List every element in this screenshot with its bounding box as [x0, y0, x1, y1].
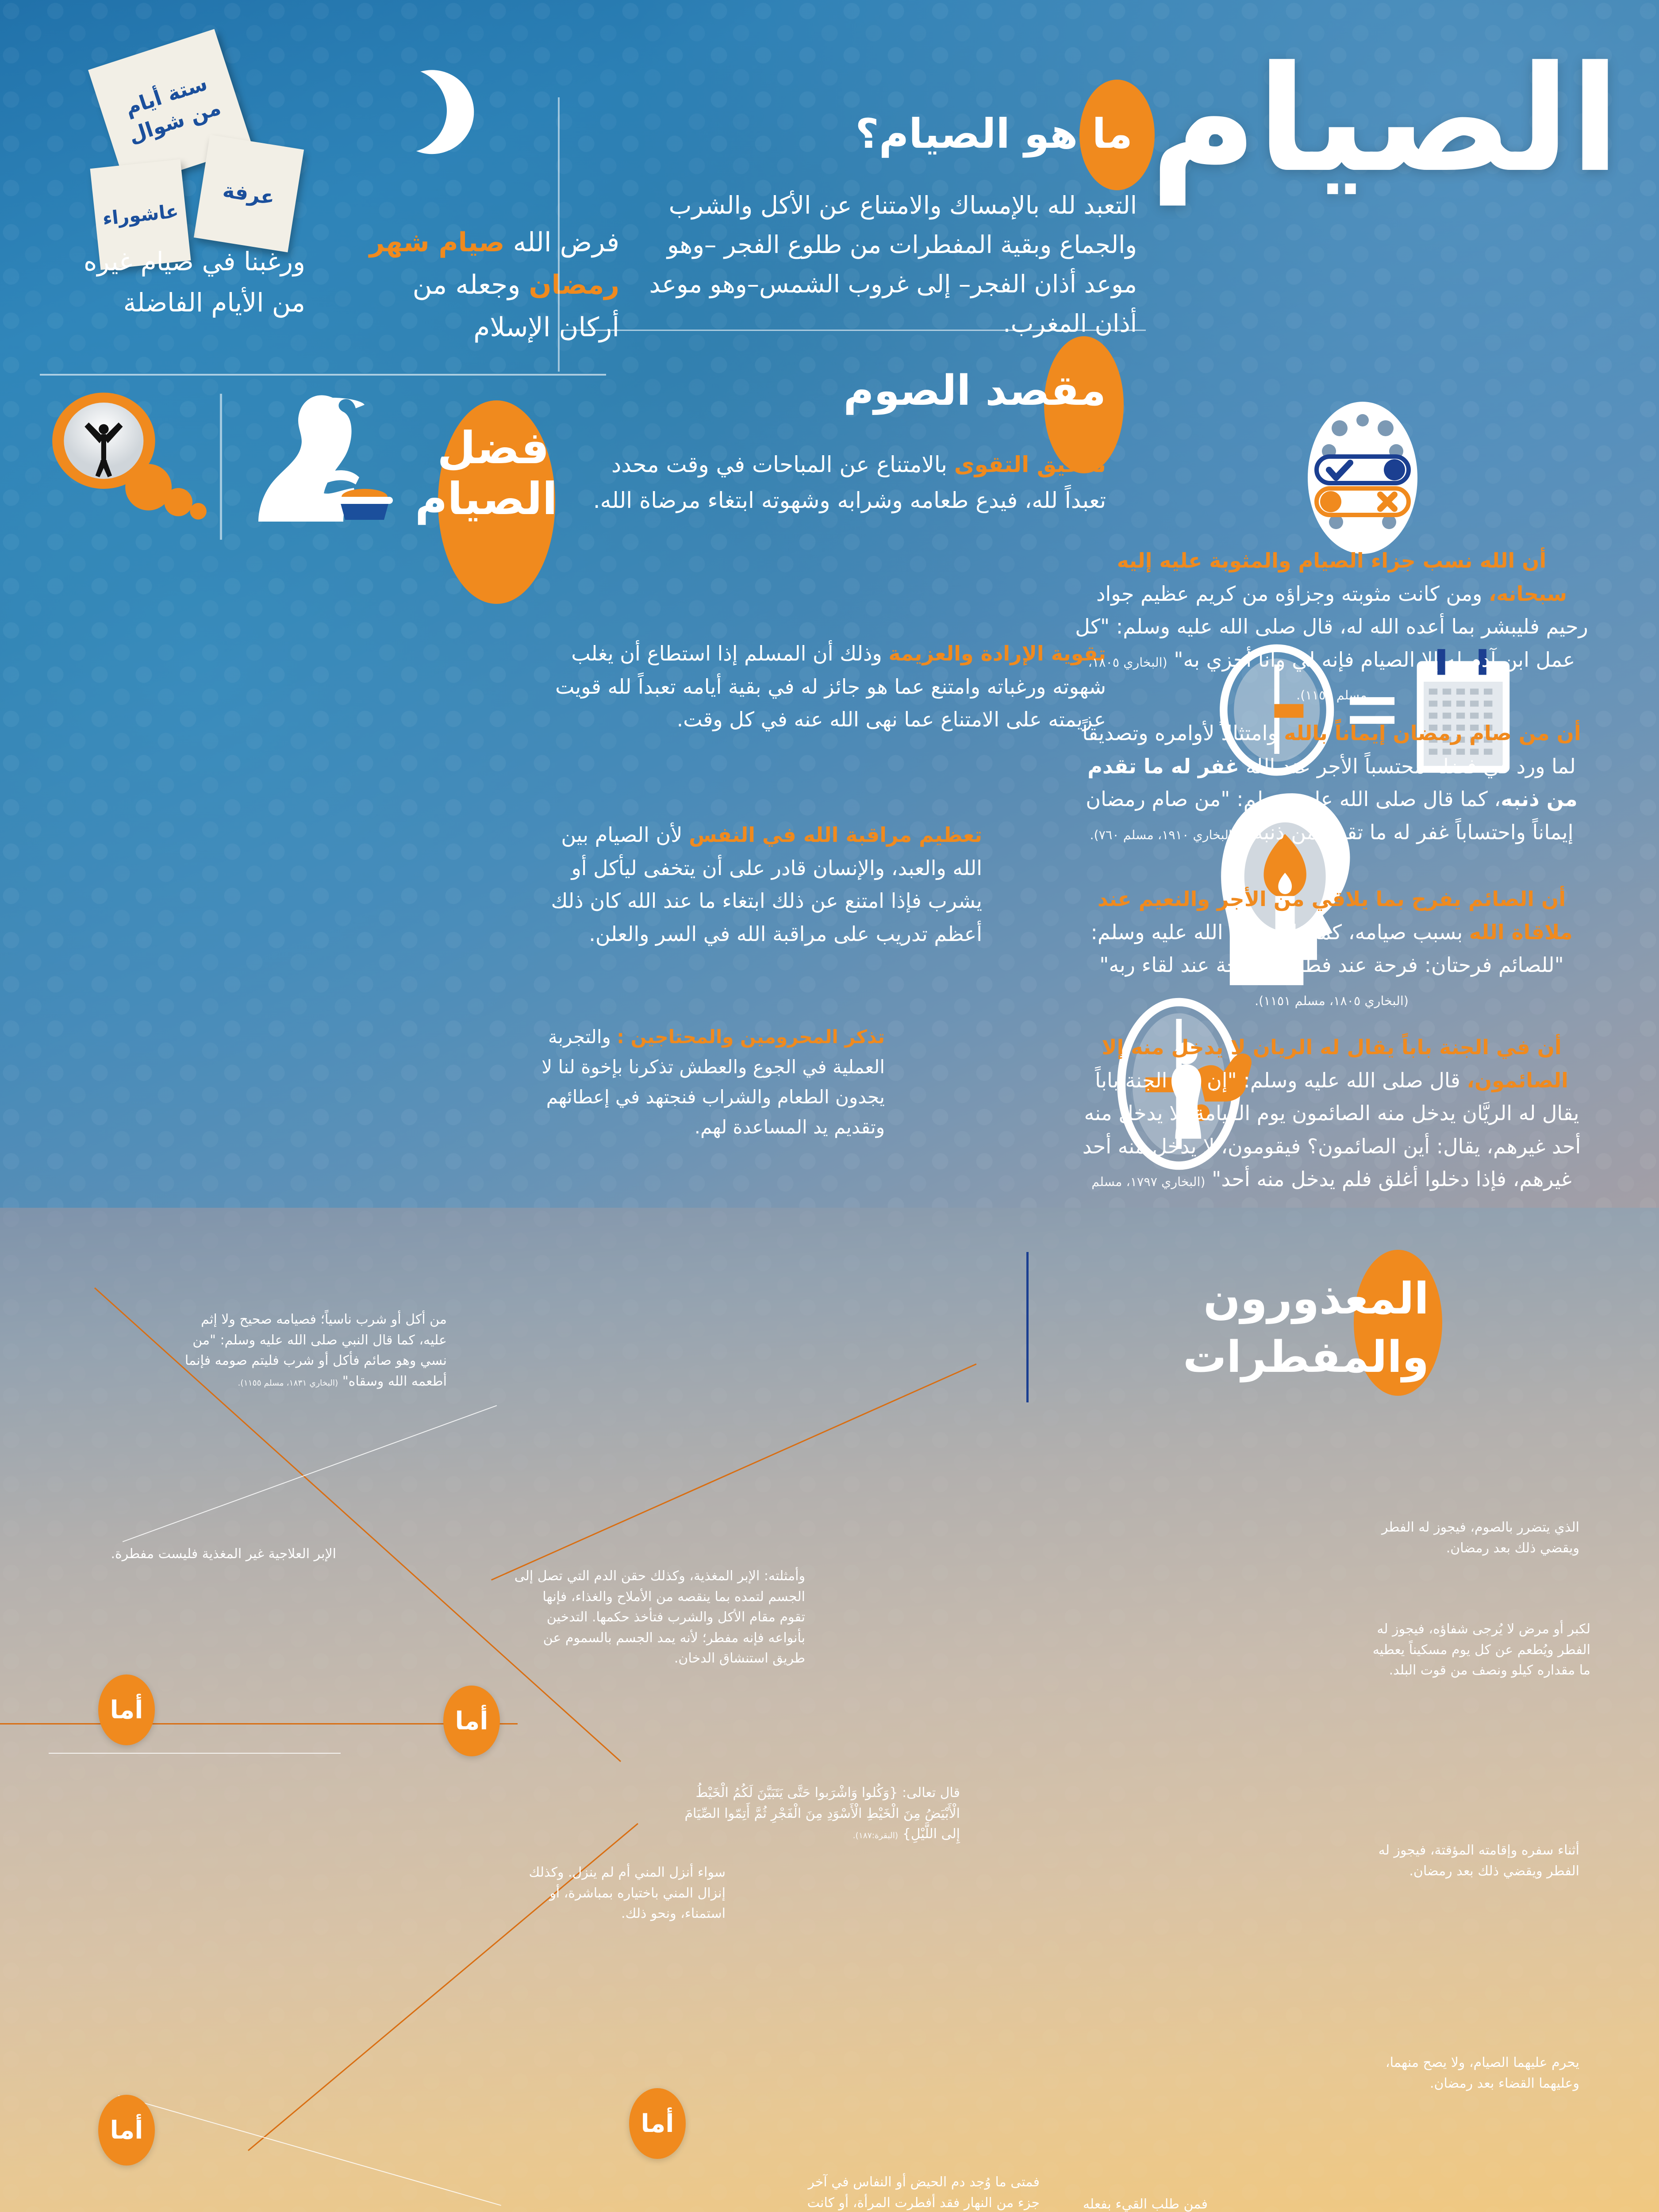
virtue-item-2: أن الصائم يفرح بما يلاقي من الأجر والنعي… — [1075, 883, 1588, 1014]
purpose-body: تحقيق التقوى بالامتناع عن المباحات في وق… — [575, 447, 1106, 518]
clock-equals-calendar-icon — [1212, 637, 1522, 783]
excused-and-invalidators-section: المعذورون والمفطرات — [0, 1208, 1659, 2212]
virtue-item-3-highlight: أن في الجنة باباً يقال له الريان لا يدخل… — [1102, 1035, 1568, 1092]
middle-header-divider — [1026, 1252, 1029, 1402]
purpose-title: مقصد الصوم — [843, 367, 1106, 415]
ama-note-0-source: (البخاري ١٨٣١، مسلم ١١٥٥). — [238, 1378, 338, 1388]
virtue-item-0-highlight: أن الله نسب جزاء الصيام والمثوبة عليه إل… — [1117, 549, 1567, 606]
benefit-1-text: تعظيم مراقبة الله في النفس لأن الصيام بي… — [535, 818, 983, 950]
what-is-fasting-title: ما هو الصيام؟ — [855, 110, 1133, 157]
blue-note-1: لكبر أو مرض لا يُرجى شفاؤه، فيجوز له الف… — [1372, 1621, 1590, 1678]
benefit-2-text: تذكر المحرومين والمحتاجين : والتجربة الع… — [535, 1022, 885, 1142]
ama-badge-1: أما — [98, 1674, 155, 1745]
crescent-moon-icon — [353, 58, 457, 162]
note-arafah: عرفة — [193, 134, 304, 253]
virtue-item-1: أن من صام رمضان إيماناً بالله وامتثالاً … — [1075, 717, 1588, 849]
brain-toggle-icon — [1270, 389, 1455, 566]
virtue-item-2-highlight: أن الصائم يفرح بما يلاقي من الأجر والنعي… — [1097, 887, 1573, 944]
ama-note-1-text: قال تعالى: {وَكُلوا وَاشْرَبوا حَتَّى يَ… — [684, 1785, 960, 1842]
hero-vertical-divider — [558, 97, 560, 372]
benefit-0-highlight: تقوية الإرادة والعزيمة — [888, 641, 1106, 665]
pillar-text-pre: فرض الله — [504, 227, 619, 258]
pillar-text: فرض الله صيام شهر رمضان وجعله من أركان ا… — [345, 221, 619, 349]
blue-note-3: يحرم عليهما الصيام، ولا يصح منهما، وعليه… — [1385, 2055, 1579, 2091]
ama-note-0-text: من أكل أو شرب ناسياً؛ فصيامه صحيح ولا إث… — [184, 1312, 447, 1389]
benefit-2-body: والتجربة العملية في الجوع والعطش تذكرنا … — [541, 1026, 885, 1138]
middle-title: المعذورون والمفطرات — [1119, 1270, 1429, 1387]
virtue-item-1-body2: ، كما قال صلى الله عليه وسلم: "من صام رم… — [1086, 787, 1574, 844]
virtue-icons-divider — [220, 394, 222, 540]
middle-title-line2: والمفطرات — [1183, 1332, 1429, 1383]
virtue-badge-ellipse — [438, 400, 555, 604]
clock-hand-giving-icon — [1097, 995, 1283, 1172]
middle-badge-ellipse — [1354, 1250, 1442, 1396]
virtue-item-1-body: وامتثالاً لأوامره وتصديقاً لما ورد في فض… — [1082, 721, 1576, 778]
page-title: الصيام — [1150, 35, 1622, 204]
hero-left-divider — [40, 374, 606, 376]
purpose-highlight: تحقيق التقوى — [954, 452, 1106, 477]
ama-note-1: قال تعالى: {وَكُلوا وَاشْرَبوا حَتَّى يَ… — [677, 1783, 960, 1845]
purpose-badge-ellipse — [1044, 336, 1124, 473]
pillar-text-highlight: صيام شهر رمضان — [369, 227, 619, 300]
virtue-item-3-body: قال صلى الله عليه وسلم: "إن في الجنة باب… — [1082, 1068, 1581, 1191]
virtue-item-1-highlight2: غفر له ما تقدم من ذنبه — [1087, 754, 1578, 811]
question-badge-ellipse — [1079, 80, 1155, 190]
blue-sep-3 — [122, 1405, 497, 1542]
orange-note-1: سواء أنزل المني أم لم ينزل. وكذلك إنزال … — [529, 1865, 726, 1921]
encourage-text: ورغبنا في صيام غيره من الأيام الفاضلة — [44, 241, 305, 323]
what-is-fasting-body: التعبد لله بالإمساك والامتناع عن الأكل و… — [649, 191, 1137, 338]
head-candle-icon — [1199, 787, 1385, 991]
orange-note-0: وأمثلته: الإبر المغذية، وكذلك حقن الدم ا… — [514, 1568, 805, 1666]
benefit-0-text: تقوية الإرادة والعزيمة وذلك أن المسلم إذ… — [535, 637, 1106, 736]
benefit-1-highlight: تعظيم مراقبة الله في النفس — [689, 823, 982, 847]
blue-note-2: أثناء سفره وإقامته المؤقتة، فيجوز له الف… — [1378, 1843, 1579, 1879]
ama-note-2: الإبر العلاجية غير المغذية فليست مفطرة. — [111, 1546, 336, 1562]
ama-badge-2: أما — [98, 2095, 155, 2166]
praying-person-with-food-icon — [221, 387, 398, 533]
benefit-2-highlight: تذكر المحرومين والمحتاجين : — [617, 1026, 885, 1048]
purpose-body-text: بالامتناع عن المباحات في وقت محدد تعبداً… — [593, 452, 1106, 513]
virtue-item-2-source: (البخاري ١٨٠٥، مسلم ١١٥١). — [1255, 993, 1409, 1008]
benefit-0-body: وذلك أن المسلم إذا استطاع أن يغلب شهوته … — [555, 641, 1106, 732]
orange-note-2: فمتى ما وُجد دم الحيض أو النفاس في آخر ج… — [807, 2174, 1040, 2211]
ama-note-1-source: (البقرة:١٨٧). — [853, 1831, 899, 1840]
ray-line-1 — [491, 1363, 977, 1581]
ray-line-2 — [0, 1723, 518, 1724]
benefit-1-body: لأن الصيام بين الله والعبد، والإنسان قاد… — [551, 823, 983, 946]
ama-note-0: من أكل أو شرب ناسياً؛ فصيامه صحيح ولا إث… — [173, 1310, 447, 1392]
blue-note-0: الذي يتضرر بالصوم، فيجوز له الفطر ويقضي … — [1381, 1520, 1579, 1556]
virtue-item-3: أن في الجنة باباً يقال له الريان لا يدخل… — [1075, 1031, 1588, 1229]
blue-sep-2 — [118, 2095, 501, 2206]
virtue-title: فضل الصيام — [415, 422, 557, 525]
virtue-item-0-source: (البخاري ١٨٠٥، مسلم ١١٥١). — [1088, 655, 1367, 703]
encourage-text-full: ورغبنا في صيام غيره من الأيام الفاضلة — [84, 246, 305, 318]
virtue-item-1-highlight: أن من صام رمضان إيماناً بالله — [1284, 721, 1581, 745]
blue-sep-1 — [49, 1753, 341, 1754]
virtue-item-0-body: ومن كانت مثوبته وجزاؤه من كريم عظيم جواد… — [1075, 581, 1588, 672]
hero-divider — [562, 330, 1146, 331]
ama-badge-0: أما — [443, 1686, 500, 1756]
pillar-text-post: وجعله من أركان الإسلام — [412, 269, 619, 343]
middle-title-line1: المعذورون — [1203, 1274, 1429, 1324]
virtue-item-0: أن الله نسب جزاء الصيام والمثوبة عليه إل… — [1075, 544, 1588, 709]
ama-badge-5: أما — [629, 2088, 686, 2159]
orange-note-3: فمن طلب القيء بفعله حتى خرج منه فقد أفطر… — [1083, 2197, 1208, 2212]
virtue-item-2-body: بسبب صيامه، كما قال صلى الله عليه وسلم: … — [1091, 920, 1564, 977]
joy-thought-bubble-icon — [44, 389, 208, 522]
virtue-item-1-source: (البخاري ١٩١٠، مسلم ٧٦٠). — [1090, 827, 1237, 842]
hero-section: الصيام ما هو الصيام؟ التعبد لله بالإمساك… — [0, 0, 1659, 1208]
